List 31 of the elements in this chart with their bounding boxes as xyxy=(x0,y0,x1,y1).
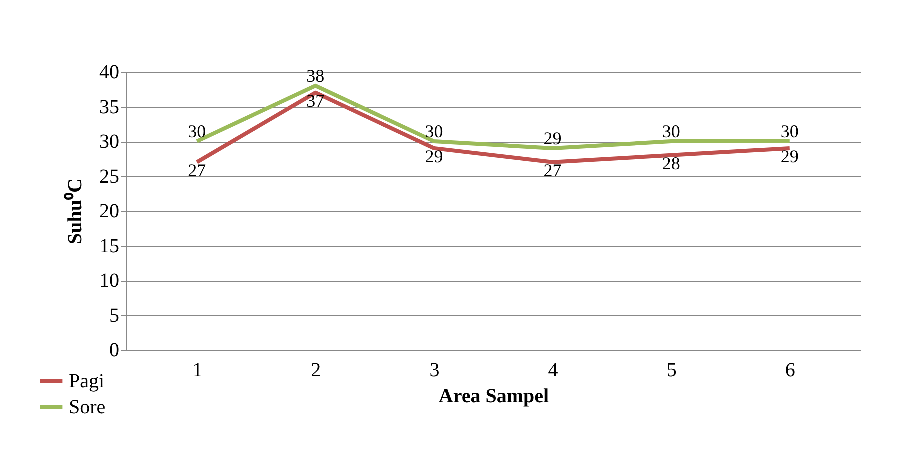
y-tick-label: 15 xyxy=(100,235,120,258)
y-tick-label: 20 xyxy=(100,200,120,222)
y-tick-label: 25 xyxy=(100,166,120,188)
y-tick-label: 5 xyxy=(110,304,120,327)
x-axis-title: Area Sampel xyxy=(438,386,550,408)
data-label: 37 xyxy=(306,90,325,111)
legend-label: Sore xyxy=(69,396,106,418)
y-tick-label: 30 xyxy=(100,131,120,153)
data-label: 28 xyxy=(662,153,680,174)
data-label: 27 xyxy=(544,160,562,180)
data-label: 30 xyxy=(188,122,206,142)
data-label: 29 xyxy=(780,146,799,166)
data-label: 29 xyxy=(425,146,444,166)
y-tick-label: 40 xyxy=(100,62,120,84)
x-tick-label: 5 xyxy=(666,360,677,382)
data-label: 30 xyxy=(425,122,444,142)
y-axis-title: Suhu⁰C xyxy=(64,178,86,244)
data-label: 29 xyxy=(544,128,562,148)
data-label: 30 xyxy=(780,122,799,142)
x-tick-label: 2 xyxy=(311,360,322,382)
y-tick-label: 10 xyxy=(100,270,120,292)
x-tick-label: 6 xyxy=(785,360,796,382)
x-tick-label: 3 xyxy=(430,360,440,382)
legend-label: Pagi xyxy=(69,370,105,392)
data-label: 30 xyxy=(662,122,680,142)
y-tick-label: 35 xyxy=(100,96,120,118)
x-tick-label: 4 xyxy=(548,360,558,382)
data-label: 38 xyxy=(306,66,325,86)
y-tick-label: 0 xyxy=(110,340,120,362)
x-tick-label: 1 xyxy=(192,360,203,382)
data-label: 27 xyxy=(188,160,206,180)
